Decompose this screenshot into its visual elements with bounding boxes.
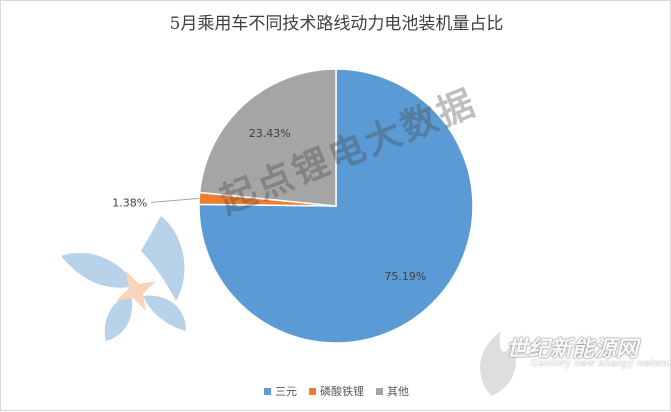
legend-label: 三元	[275, 385, 297, 398]
legend-item-sanyuan: 三元	[264, 383, 297, 399]
watermark-logo-icon	[61, 216, 186, 341]
pie-slice-sanyuan	[198, 68, 474, 344]
data-label-sanyuan: 75.19%	[384, 270, 426, 283]
watermark-logo-sub: Century new energy network	[531, 359, 671, 369]
leader-line	[151, 197, 200, 203]
legend-swatch	[376, 387, 383, 395]
data-label-other: 23.43%	[249, 127, 291, 140]
watermark-logo-text: 世纪新能源网	[506, 337, 639, 362]
chart-title: 5月乘用车不同技术路线动力电池装机量占比	[169, 14, 504, 34]
legend-item-lfp: 磷酸铁锂	[309, 383, 364, 399]
legend-item-other: 其他	[376, 383, 409, 399]
legend-label: 磷酸铁锂	[320, 385, 364, 398]
legend-label: 其他	[387, 385, 409, 398]
legend-swatch	[309, 387, 316, 395]
pie-slice-other	[198, 68, 337, 207]
legend-swatch	[264, 387, 271, 395]
legend: 三元 磷酸铁锂 其他	[1, 383, 671, 399]
data-label-lfp: 1.38%	[112, 196, 147, 209]
watermark-flame-icon	[480, 331, 516, 396]
